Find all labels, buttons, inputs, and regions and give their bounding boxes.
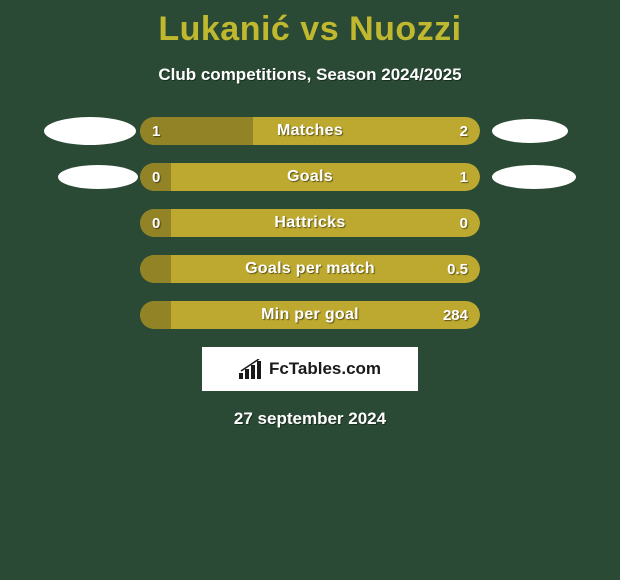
bar-chart-icon	[239, 359, 263, 379]
right-value: 0.5	[447, 255, 468, 283]
stat-row-min-per-goal: Min per goal 284	[0, 301, 620, 329]
left-club-icon-slot	[40, 255, 140, 283]
brand-box: FcTables.com	[202, 347, 418, 391]
right-value: 0	[460, 209, 468, 237]
stat-bar: Min per goal 284	[140, 301, 480, 329]
right-club-icon-slot	[480, 117, 580, 145]
stat-bar: 1 Matches 2	[140, 117, 480, 145]
left-club-icon-slot	[40, 301, 140, 329]
stat-label: Goals per match	[140, 255, 480, 283]
left-club-icon-slot	[40, 117, 140, 145]
stat-row-matches: 1 Matches 2	[0, 117, 620, 145]
comparison-title: Lukanić vs Nuozzi	[0, 0, 620, 49]
right-club-icon-slot	[480, 301, 580, 329]
right-club-icon-slot	[480, 163, 580, 191]
stat-label: Min per goal	[140, 301, 480, 329]
brand-text: FcTables.com	[269, 359, 381, 379]
left-club-icon-slot	[40, 163, 140, 191]
right-club-icon-slot	[480, 209, 580, 237]
player1-name: Lukanić	[158, 10, 290, 48]
date-text: 27 september 2024	[0, 409, 620, 429]
right-club-icon-slot	[480, 255, 580, 283]
ellipse-icon	[492, 119, 568, 143]
left-club-icon-slot	[40, 209, 140, 237]
ellipse-icon	[58, 165, 138, 189]
stat-label: Goals	[140, 163, 480, 191]
right-value: 1	[460, 163, 468, 191]
stat-rows: 1 Matches 2 0 Goals 1 0 Hattricks	[0, 117, 620, 329]
stat-row-goals: 0 Goals 1	[0, 163, 620, 191]
stat-row-hattricks: 0 Hattricks 0	[0, 209, 620, 237]
stat-bar: 0 Goals 1	[140, 163, 480, 191]
stat-bar: Goals per match 0.5	[140, 255, 480, 283]
stat-label: Hattricks	[140, 209, 480, 237]
stat-label: Matches	[140, 117, 480, 145]
right-value: 2	[460, 117, 468, 145]
ellipse-icon	[492, 165, 576, 189]
subtitle: Club competitions, Season 2024/2025	[0, 65, 620, 85]
right-value: 284	[443, 301, 468, 329]
stat-bar: 0 Hattricks 0	[140, 209, 480, 237]
player2-name: Nuozzi	[349, 10, 462, 48]
vs-text: vs	[300, 10, 339, 48]
stat-row-goals-per-match: Goals per match 0.5	[0, 255, 620, 283]
ellipse-icon	[44, 117, 136, 145]
